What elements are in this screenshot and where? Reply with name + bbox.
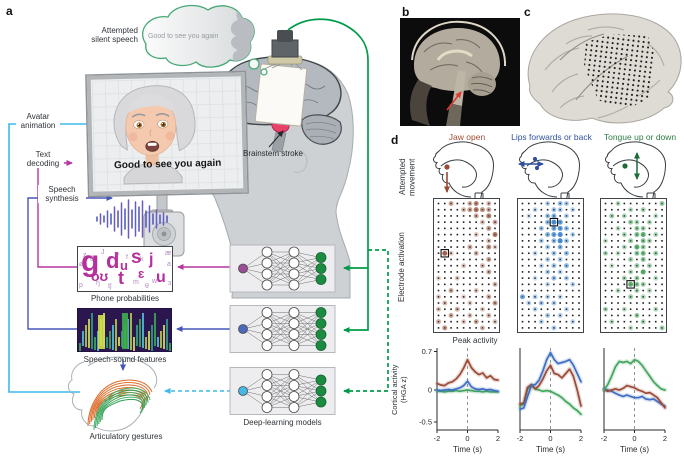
- svg-text:Time (s): Time (s): [620, 445, 649, 454]
- articulatory-gestures-label: Articulatory gestures: [89, 432, 163, 441]
- phone-glyph: ɜ: [168, 280, 172, 287]
- brain-3d-render: [527, 13, 682, 124]
- phone-glyph: æ: [165, 250, 172, 257]
- articulatory-gestures-plot: [67, 356, 158, 432]
- phone-glyph: m: [133, 279, 139, 286]
- avatar-animation-label: Avatar animation: [16, 112, 60, 131]
- phone-glyph: a: [167, 261, 171, 268]
- svg-text:2: 2: [579, 434, 583, 443]
- bubble-text: Good to see you again: [148, 33, 219, 40]
- column-title-tongue: Tongue up or down: [603, 132, 677, 142]
- phone-glyph: j: [149, 251, 154, 268]
- svg-text:0.7: 0.7: [422, 347, 432, 356]
- speaker-icon: [143, 211, 185, 260]
- column-title-jaw: Jaw open: [448, 132, 486, 142]
- svg-text:Time (s): Time (s): [453, 445, 482, 454]
- speech-synthesis-label: Speech synthesis: [38, 185, 86, 204]
- phone-glyph: θ: [145, 283, 149, 290]
- electrode-grid-jaw: [433, 198, 500, 333]
- speech-sound-features-label: Speech-sound features: [83, 355, 167, 364]
- electrode-array-implant: [254, 63, 308, 127]
- phone-glyph: ʊ: [115, 251, 119, 258]
- panel-label-c: c: [524, 5, 531, 19]
- panel-label-a: a: [6, 4, 13, 18]
- brainstem-stroke-label: Brainstem stroke: [242, 149, 304, 158]
- phone-glyph: ŋ: [96, 280, 100, 287]
- phone-glyph: oʊ: [91, 268, 109, 284]
- phone-glyph: ð: [90, 256, 94, 263]
- svg-text:0: 0: [465, 434, 469, 443]
- phone-glyph: t: [118, 268, 124, 288]
- phone-glyph: f: [126, 254, 128, 261]
- svg-text:2: 2: [663, 434, 667, 443]
- attempted-movement-head-tongue: [605, 141, 667, 204]
- cortical-activity-chart-lips: -2 0 2 Time (s): [517, 348, 584, 454]
- svg-text:Time (s): Time (s): [536, 445, 565, 454]
- brainstem-pointer-arrow: [268, 130, 284, 148]
- percutaneous-connector: [261, 30, 303, 71]
- speech-waveform-icon: [96, 199, 168, 239]
- phone-glyph: tʃ: [108, 283, 112, 290]
- phone-glyph: s: [131, 247, 142, 268]
- panel-label-d: d: [391, 133, 399, 147]
- phone-glyph: p: [79, 282, 83, 289]
- phone-glyph: g: [81, 246, 100, 278]
- avatar-monitor: Good to see you again: [86, 72, 248, 196]
- attempted-movement-head-jaw: [433, 141, 495, 204]
- attempted-movement-label: Attempted movement: [398, 158, 417, 196]
- avatar-screen: Good to see you again: [91, 77, 243, 191]
- mri-image: [400, 18, 520, 126]
- cortical-activity-chart-tongue: -2 0 2 Time (s): [601, 348, 668, 454]
- deep-learning-models: [229, 244, 336, 415]
- phone-glyph: k: [140, 256, 144, 263]
- svg-text:0: 0: [548, 434, 552, 443]
- column-title-lips: Lips forwards or back: [511, 132, 592, 142]
- phone-glyph: J: [101, 249, 105, 256]
- svg-text:0: 0: [632, 434, 636, 443]
- svg-text:-2: -2: [434, 434, 441, 443]
- phone-glyph: u: [120, 258, 128, 273]
- attempted-movement-head-lips: [518, 141, 581, 204]
- electrode-activation-label: Electrode activation: [397, 232, 406, 302]
- svg-text:0: 0: [428, 386, 432, 395]
- phone-glyph: ø: [79, 261, 84, 268]
- text-decoding-label: Text decoding: [22, 150, 64, 169]
- text-decoding-line: [37, 160, 77, 268]
- phone-probabilities-label: Phone probabilities: [90, 294, 160, 303]
- svg-text:2: 2: [496, 434, 500, 443]
- phone-glyph: d: [106, 248, 120, 273]
- attempted-silent-speech-label: Attempted silent speech: [91, 26, 138, 45]
- electrode-grid-tongue: [600, 198, 667, 333]
- panel-label-b: b: [402, 5, 410, 19]
- spectrogram-box: [77, 308, 172, 352]
- neural-signal-cable: [287, 18, 389, 394]
- svg-text:-2: -2: [601, 434, 608, 443]
- mri-brainstem-arrow: [446, 91, 462, 111]
- cortical-activity-chart-jaw: -2 0 2 0.7 0 -0.5 Time (s): [419, 347, 501, 454]
- electrode-grid-lips: [517, 198, 584, 333]
- phone-glyph: u: [156, 269, 166, 286]
- svg-text:-2: -2: [517, 434, 524, 443]
- peak-activity-label: Peak activity: [452, 336, 498, 345]
- phone-glyph: z: [83, 252, 87, 259]
- svg-text:-0.5: -0.5: [419, 418, 432, 427]
- phone-glyph: ɛ: [138, 266, 145, 281]
- avatar-face: [113, 85, 196, 185]
- phone-glyph: w: [152, 278, 158, 285]
- deep-learning-models-label: Deep-learning models: [243, 418, 322, 427]
